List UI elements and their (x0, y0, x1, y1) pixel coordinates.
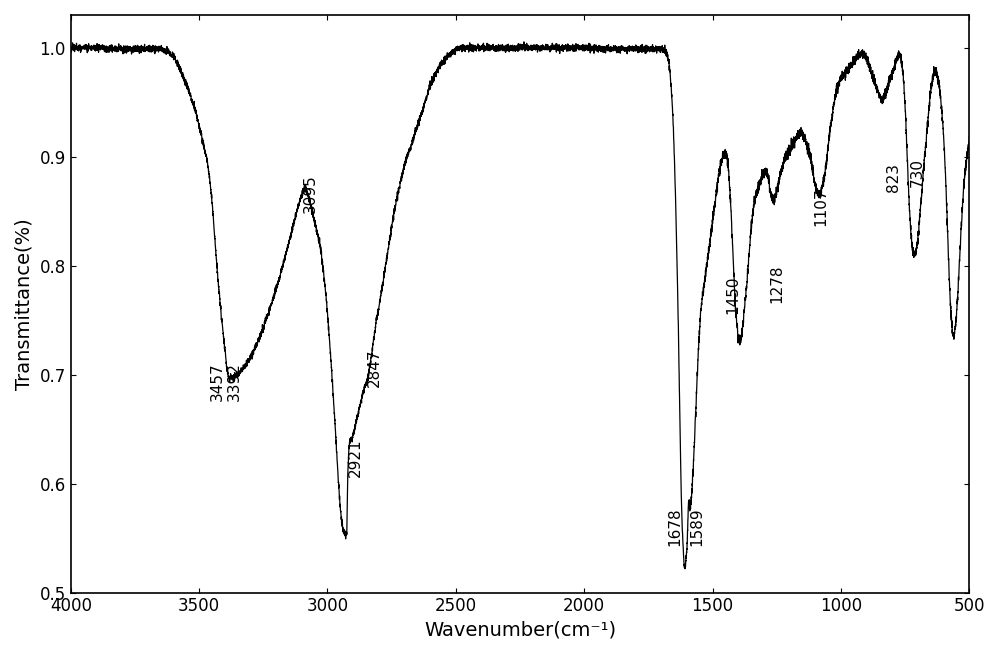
Text: 1107: 1107 (813, 188, 828, 227)
Text: 730: 730 (910, 159, 925, 187)
Text: 2847: 2847 (367, 348, 382, 386)
Text: 1450: 1450 (725, 275, 740, 314)
Text: 823: 823 (886, 162, 901, 191)
Text: 3095: 3095 (303, 175, 318, 214)
X-axis label: Wavenumber(cm⁻¹): Wavenumber(cm⁻¹) (424, 621, 616, 640)
Text: 1278: 1278 (770, 264, 785, 303)
Text: 3392: 3392 (227, 362, 242, 401)
Y-axis label: Transmittance(%): Transmittance(%) (15, 218, 34, 390)
Text: 2921: 2921 (348, 438, 363, 477)
Text: 1678: 1678 (667, 507, 682, 546)
Text: 1589: 1589 (690, 507, 705, 546)
Text: 3457: 3457 (210, 362, 225, 401)
